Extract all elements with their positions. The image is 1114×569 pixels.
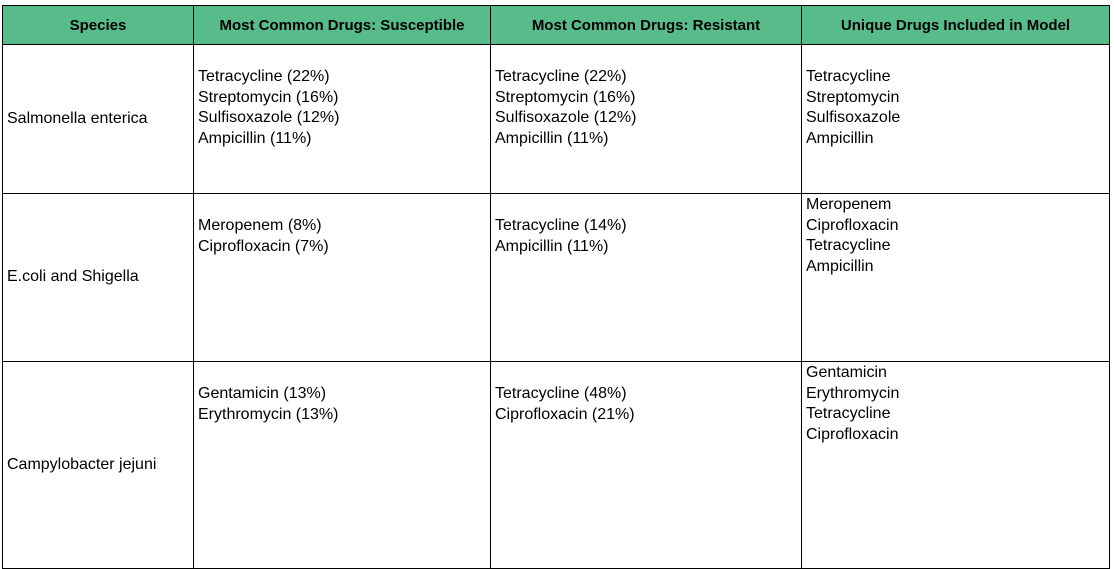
drug-entry: Tetracycline (48%) (495, 385, 627, 402)
drug-entry: Tetracycline (806, 237, 891, 254)
drug-entry: Tetracycline (14%) (495, 217, 627, 234)
drug-entry: Ciprofloxacin (21%) (495, 405, 635, 423)
table-row: Salmonella enterica Tetracycline (22%) S… (2, 44, 1110, 194)
drug-entry: Ampicillin (11%) (495, 129, 609, 147)
drug-entry: Streptomycin (806, 88, 900, 106)
table-row: Campylobacter jejuni Gentamicin (13%) Er… (2, 361, 1110, 569)
drug-entry: Streptomycin (16%) (495, 88, 636, 106)
drug-entry: Erythromycin (806, 384, 900, 402)
resistant-cell: Tetracycline (14%) Ampicillin (11%) (490, 193, 802, 362)
drug-entry: Meropenem (8%) (198, 217, 322, 234)
drug-entry: Gentamicin (13%) (198, 385, 327, 402)
drug-entry: Ciprofloxacin (806, 425, 899, 443)
species-cell: E.coli and Shigella (2, 193, 194, 362)
drug-entry: Ampicillin (806, 129, 874, 147)
unique-drugs-cell: Meropenem Ciprofloxacin Tetracycline Amp… (801, 193, 1110, 362)
drug-entry: Ampicillin (11%) (198, 129, 312, 147)
species-cell: Campylobacter jejuni (2, 361, 194, 569)
drug-entry: Tetracycline (806, 405, 891, 422)
drug-entry: Tetracycline (806, 68, 891, 85)
drug-entry: Ciprofloxacin (806, 216, 899, 234)
table-header-row: Species Most Common Drugs: Susceptible M… (2, 5, 1110, 45)
drug-table: Species Most Common Drugs: Susceptible M… (2, 5, 1110, 569)
unique-drugs-cell: Tetracycline Streptomycin Sulfisoxazole … (801, 44, 1110, 194)
header-susceptible: Most Common Drugs: Susceptible (193, 5, 491, 45)
resistant-cell: Tetracycline (48%) Ciprofloxacin (21%) (490, 361, 802, 569)
drug-entry: Sulfisoxazole (12%) (495, 109, 637, 126)
drug-entry: Tetracycline (22%) (495, 68, 627, 85)
drug-entry: Sulfisoxazole (12%) (198, 109, 340, 126)
header-unique-drugs: Unique Drugs Included in Model (801, 5, 1110, 45)
resistant-cell: Tetracycline (22%) Streptomycin (16%) Su… (490, 44, 802, 194)
susceptible-cell: Gentamicin (13%) Erythromycin (13%) (193, 361, 491, 569)
drug-entry: Ampicillin (806, 257, 874, 275)
drug-entry: Tetracycline (22%) (198, 68, 330, 85)
drug-entry: Meropenem (806, 196, 892, 213)
susceptible-cell: Tetracycline (22%) Streptomycin (16%) Su… (193, 44, 491, 194)
drug-entry: Streptomycin (16%) (198, 88, 339, 106)
header-species: Species (2, 5, 194, 45)
drug-entry: Erythromycin (13%) (198, 405, 339, 423)
drug-entry: Ciprofloxacin (7%) (198, 237, 329, 255)
drug-entry: Ampicillin (11%) (495, 237, 609, 255)
table-row: E.coli and Shigella Meropenem (8%) Cipro… (2, 193, 1110, 362)
drug-entry: Sulfisoxazole (806, 109, 901, 126)
drug-entry: Gentamicin (806, 364, 887, 381)
susceptible-cell: Meropenem (8%) Ciprofloxacin (7%) (193, 193, 491, 362)
species-cell: Salmonella enterica (2, 44, 194, 194)
header-resistant: Most Common Drugs: Resistant (490, 5, 802, 45)
unique-drugs-cell: Gentamicin Erythromycin Tetracycline Cip… (801, 361, 1110, 569)
